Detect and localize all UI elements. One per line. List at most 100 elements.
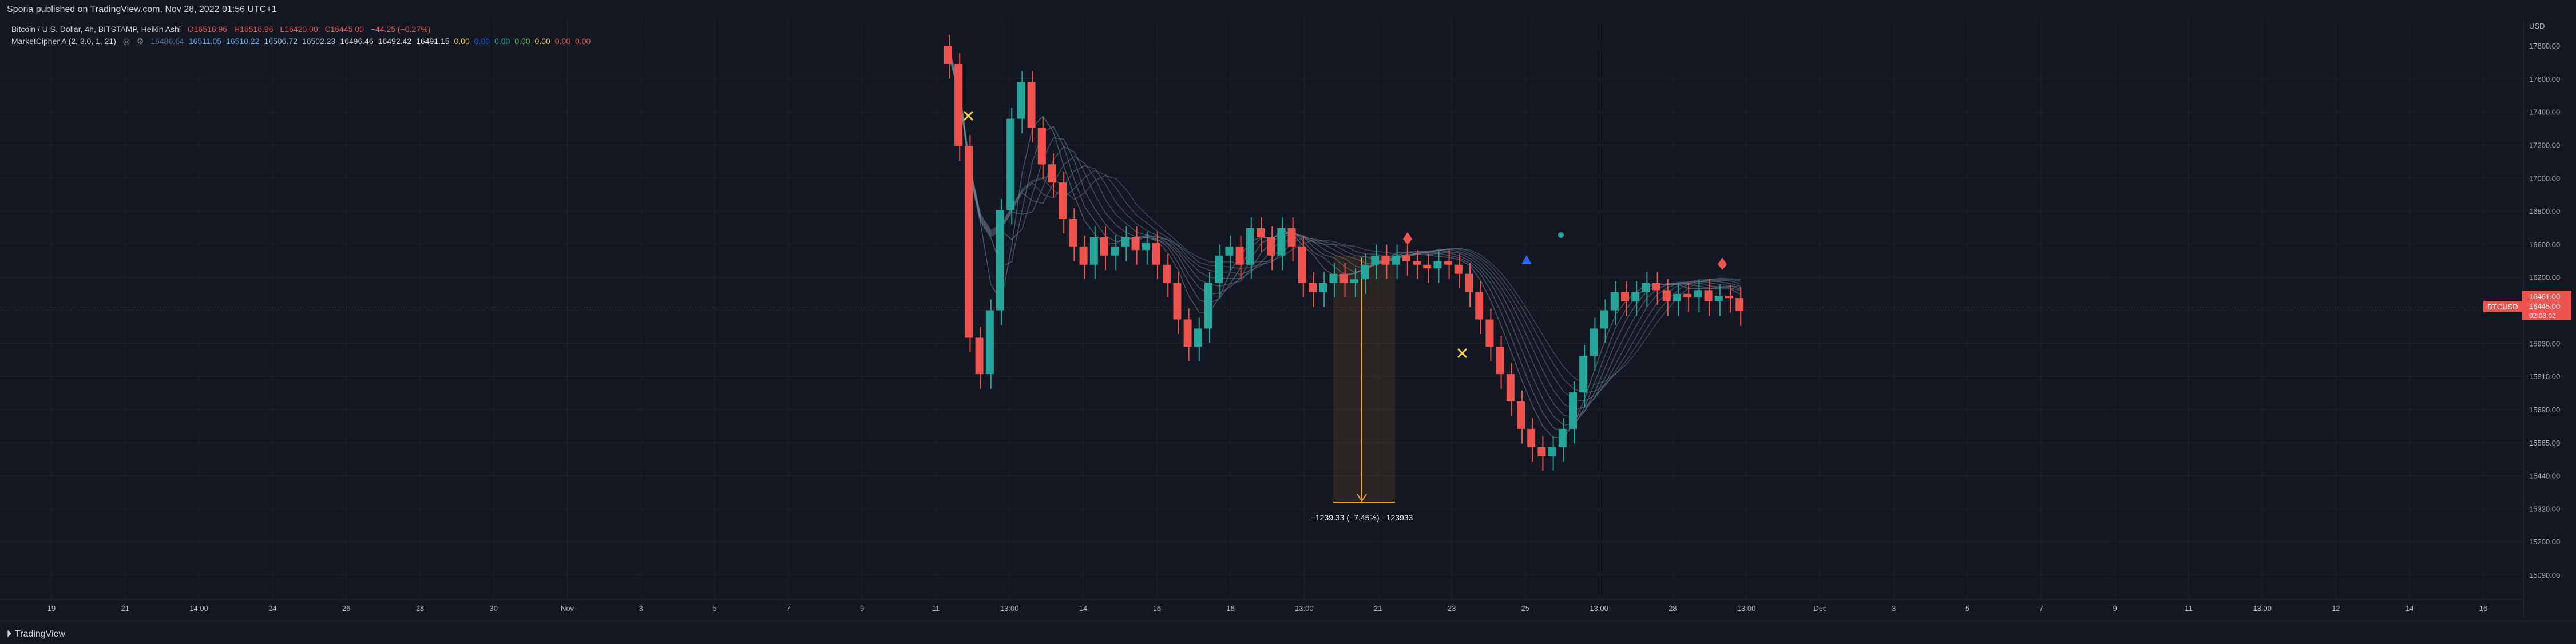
brand-name: TradingView bbox=[15, 629, 66, 639]
symbol-tag-text: BTCUSD bbox=[2487, 303, 2518, 311]
time-tick: 18 bbox=[1226, 604, 1234, 613]
candle-body bbox=[1444, 261, 1452, 265]
time-tick: 28 bbox=[1669, 604, 1677, 613]
time-tick: 7 bbox=[786, 604, 790, 613]
candle-body bbox=[1089, 237, 1098, 265]
indicator-value-10: 0.00 bbox=[494, 37, 510, 46]
candle-body bbox=[1517, 401, 1525, 429]
indicator-value-13: 0.00 bbox=[554, 37, 571, 46]
candle-body bbox=[1100, 237, 1108, 256]
candle-body bbox=[996, 210, 1004, 311]
symbol-legend[interactable]: Bitcoin / U.S. Dollar, 4h, BITSTAMP, Hei… bbox=[11, 25, 435, 34]
ribbon-band bbox=[949, 47, 1741, 385]
candle-body bbox=[985, 310, 994, 375]
indicator-values: 16486.64 16511.05 16510.22 16506.72 16502.23… bbox=[150, 37, 595, 46]
price-axis: USD 17800.00 17600.00 17400.00 17200.00 17000… bbox=[2523, 19, 2560, 618]
time-tick: 14:00 bbox=[189, 604, 208, 613]
time-tick: 7 bbox=[2039, 604, 2043, 613]
candle-body bbox=[1309, 283, 1317, 292]
candle-body bbox=[975, 337, 984, 375]
candle-body bbox=[1475, 292, 1484, 320]
time-tick: 3 bbox=[639, 604, 643, 613]
candle-body bbox=[944, 46, 952, 64]
time-tick: Nov bbox=[561, 604, 574, 613]
indicator-value-5: 16496.46 bbox=[340, 37, 374, 46]
price-tick: 17800.00 bbox=[2529, 42, 2560, 50]
candle-body bbox=[1413, 261, 1421, 265]
measure-tool bbox=[1333, 256, 1395, 503]
indicator-legend[interactable]: MarketCipher A (2, 3.0, 1, 21) ◎ ⚙ 16486… bbox=[11, 37, 600, 46]
candle-body bbox=[1371, 255, 1380, 265]
candles bbox=[944, 34, 1744, 471]
price-tick: 16200.00 bbox=[2529, 273, 2560, 282]
price-tick: 15440.00 bbox=[2529, 472, 2560, 480]
candle-body bbox=[1215, 255, 1223, 283]
time-tick: 3 bbox=[1892, 604, 1896, 613]
indicator-value-9: 0.00 bbox=[474, 37, 490, 46]
indicator-value-14: 0.00 bbox=[575, 37, 591, 46]
price-tick: 15690.00 bbox=[2529, 406, 2560, 414]
time-tick: 16 bbox=[1153, 604, 1161, 613]
candle-body bbox=[1652, 283, 1660, 291]
time-tick: 25 bbox=[1521, 604, 1529, 613]
candle-body bbox=[1642, 283, 1650, 292]
time-tick: 24 bbox=[268, 604, 276, 613]
price-tick: 15090.00 bbox=[2529, 571, 2560, 579]
time-tick: 13:00 bbox=[1295, 604, 1314, 613]
candle-body bbox=[1506, 374, 1515, 401]
candle-body bbox=[1569, 392, 1577, 429]
candle-body bbox=[1423, 264, 1432, 269]
candle-body bbox=[1433, 261, 1442, 269]
ribbon-band bbox=[949, 51, 1741, 410]
indicator-value-1: 16511.05 bbox=[188, 37, 222, 46]
indicator-name: MarketCipher A (2, 3.0, 1, 21) bbox=[11, 37, 116, 46]
candle-body bbox=[1454, 264, 1463, 274]
time-tick: 11 bbox=[932, 604, 940, 613]
candle-body bbox=[1111, 246, 1119, 256]
candle-body bbox=[1631, 292, 1640, 301]
price-tick: 15200.00 bbox=[2529, 538, 2560, 546]
candle-body bbox=[1006, 118, 1015, 210]
close-value: C16445.00 bbox=[324, 25, 364, 34]
ribbon-band bbox=[949, 53, 1741, 419]
chart-grid bbox=[0, 19, 2523, 599]
price-tick: 15565.00 bbox=[2529, 439, 2560, 447]
ribbon-band bbox=[949, 50, 1741, 401]
candle-body bbox=[965, 146, 973, 338]
measure-arrow-head bbox=[1357, 494, 1367, 502]
symbol-name: Bitcoin / U.S. Dollar, 4h, BITSTAMP, Hei… bbox=[11, 25, 181, 34]
settings-icon[interactable]: ⚙ bbox=[136, 37, 144, 46]
candle-body bbox=[1257, 228, 1265, 237]
candle-body bbox=[1048, 164, 1056, 183]
candle-body bbox=[1683, 293, 1692, 298]
time-tick: 19 bbox=[47, 604, 56, 613]
candle-body bbox=[1402, 255, 1410, 261]
tradingview-logo[interactable]: ⏵ TradingView bbox=[7, 628, 65, 639]
candle-body bbox=[1225, 246, 1234, 256]
time-tick: 21 bbox=[1374, 604, 1382, 613]
candle-body bbox=[1496, 347, 1504, 375]
published-info: Sporia published on TradingView.com, Nov… bbox=[7, 5, 277, 14]
countdown-text: 02:03:02 bbox=[2529, 312, 2556, 320]
candle-body bbox=[1235, 246, 1244, 265]
price-tick: 15810.00 bbox=[2529, 372, 2560, 381]
currency-label: USD bbox=[2529, 22, 2545, 30]
time-tick: 9 bbox=[860, 604, 864, 613]
signal-markers bbox=[963, 110, 1727, 359]
time-tick: 5 bbox=[1965, 604, 1969, 613]
time-tick: 13:00 bbox=[1590, 604, 1608, 613]
price-tick: 16600.00 bbox=[2529, 240, 2560, 249]
low-value: L16420.00 bbox=[280, 25, 318, 34]
time-tick: 14 bbox=[2405, 604, 2413, 613]
indicator-value-11: 0.00 bbox=[514, 37, 530, 46]
last-price-tag bbox=[2522, 291, 2571, 320]
price-tick: 17000.00 bbox=[2529, 174, 2560, 182]
candle-body bbox=[1621, 292, 1629, 301]
candle-body bbox=[1361, 264, 1369, 280]
eye-icon[interactable]: ◎ bbox=[122, 37, 130, 46]
price-tags: BTCUSD 16461.00 16445.00 02:03:02 bbox=[2483, 291, 2571, 320]
candle-body bbox=[1183, 319, 1192, 347]
high-value: H16516.96 bbox=[234, 25, 274, 34]
red-diamond-marker bbox=[1403, 232, 1412, 245]
